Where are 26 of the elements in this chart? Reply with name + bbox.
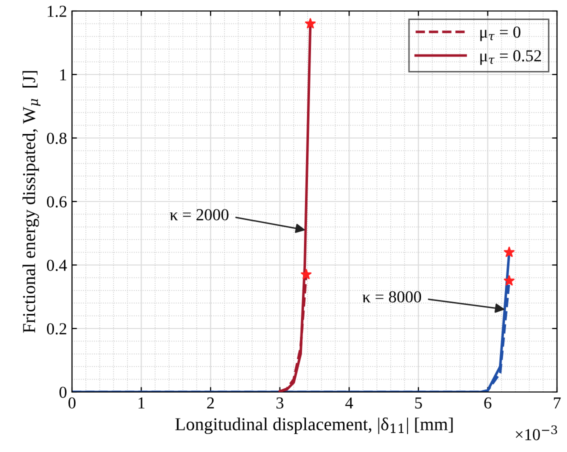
x-tick-label: 3: [276, 397, 284, 409]
x-tick-label: 6: [484, 397, 492, 409]
y-tick-label: 0.4: [46, 260, 67, 272]
legend-label: μ$_{τ}$ = 0: [480, 26, 520, 42]
y-tick-label: 1.2: [48, 6, 66, 18]
y-tick-label: 0: [59, 386, 67, 398]
point: [304, 18, 316, 28]
x-tick-label: 7: [554, 398, 561, 408]
legend-label: μ$_{τ}$ = 0.52: [480, 50, 541, 65]
text: ×10$^{−3}$: [516, 425, 558, 440]
y-tick-label: 0.6: [46, 196, 67, 208]
x-tick-label: 4: [345, 397, 354, 408]
x-tick-label: 2: [207, 397, 214, 408]
y-tick-label: 0.8: [46, 132, 67, 144]
point: [504, 246, 515, 257]
y-tick-label: 1: [60, 69, 66, 80]
x-tick-label: 1: [138, 397, 144, 408]
y-tick-label: 0.2: [46, 323, 66, 335]
annotation: κ = 8000: [362, 291, 422, 303]
point: [504, 275, 515, 286]
x-axis-title: Longitudinal displacement, |δ$_{11}$| [mm]: [175, 418, 453, 434]
point: [300, 268, 312, 280]
x-tick-label: 5: [415, 398, 422, 409]
annotation: κ = 2000: [170, 209, 228, 220]
x-tick-label: 0: [68, 397, 76, 409]
y-axis-title: Frictional energy dissipated, W$_{μ}$ [J]: [22, 71, 40, 333]
